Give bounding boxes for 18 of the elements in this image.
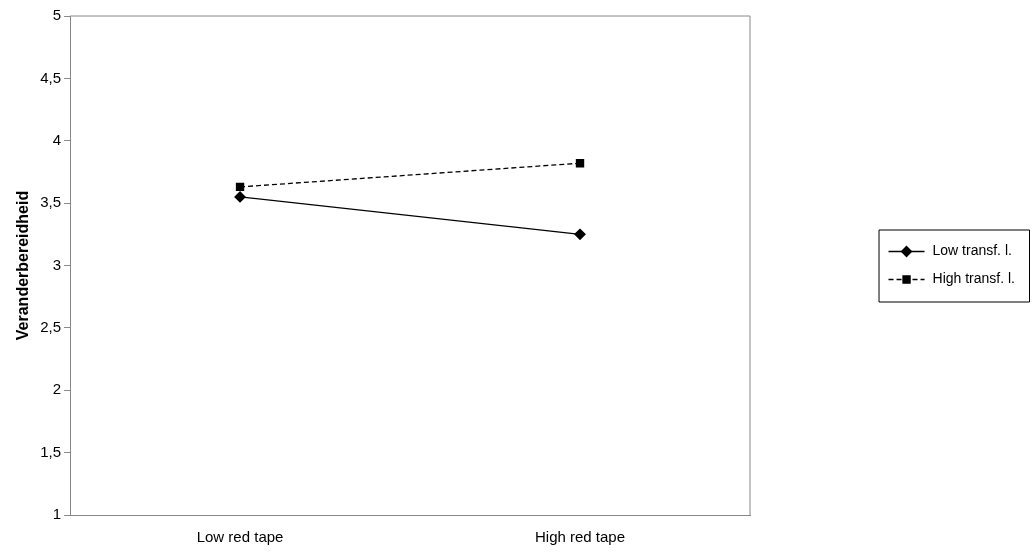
y-tick-label: 2 xyxy=(52,380,62,398)
y-axis-title: Veranderbereidheid xyxy=(14,190,32,341)
y-tick-label: 2,5 xyxy=(40,318,62,336)
y-tick-label: 4,5 xyxy=(40,68,62,86)
y-tick-label: 3 xyxy=(52,255,62,273)
y-tick-label: 4 xyxy=(52,130,62,148)
x-tick-label: Low red tape xyxy=(196,528,284,546)
y-tick-label: 5 xyxy=(52,6,62,24)
y-tick-label: 1,5 xyxy=(40,442,62,460)
y-tick-label: 1 xyxy=(52,505,62,523)
point xyxy=(234,191,246,203)
legend-label: Low transf. l. xyxy=(932,242,1012,259)
point xyxy=(235,182,245,192)
point xyxy=(575,159,585,168)
legend-label: High transf. l. xyxy=(932,270,1016,287)
y-tick-label: 3,5 xyxy=(40,193,62,211)
point xyxy=(574,228,586,240)
x-tick-label: High red tape xyxy=(534,528,626,546)
